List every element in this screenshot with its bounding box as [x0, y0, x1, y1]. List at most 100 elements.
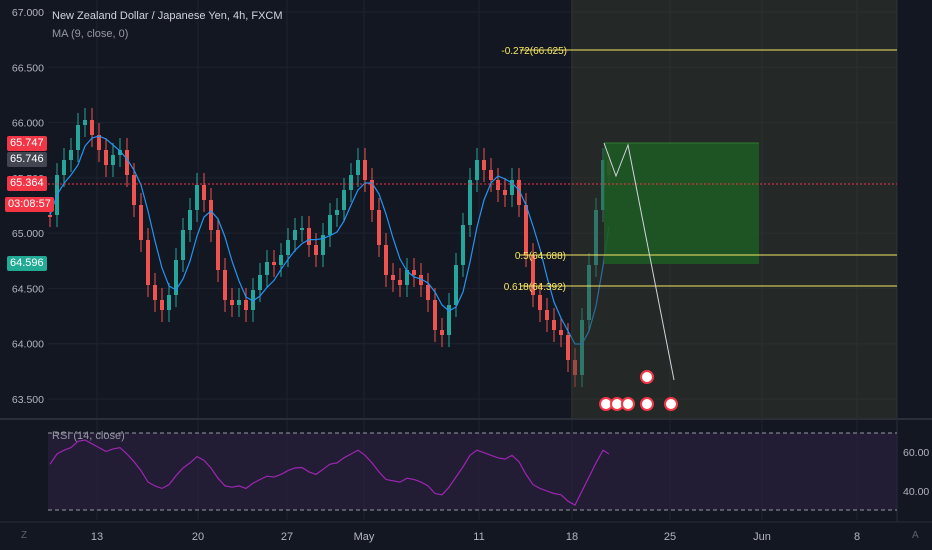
candle-body: [321, 235, 325, 255]
candle-body: [545, 310, 549, 320]
candle-body: [188, 210, 192, 230]
candle-body: [83, 120, 87, 125]
candle-body: [412, 270, 416, 275]
fib-label: 0.618(64.392): [504, 282, 566, 293]
x-tick-label: May: [354, 531, 375, 543]
candle-body: [132, 175, 136, 205]
candle-body: [398, 280, 402, 285]
y-tick-label: 67.000: [12, 7, 44, 19]
candle-body: [552, 320, 556, 330]
candle-body: [111, 155, 115, 165]
candle-body: [356, 160, 360, 175]
candles: [48, 108, 611, 387]
fib-label: 0.5(64.688): [515, 251, 566, 262]
candle-body: [195, 185, 199, 210]
rsi-y-tick: 60.00: [903, 447, 929, 459]
candle-body: [314, 245, 318, 255]
price-tag-low: 64.596: [7, 256, 47, 271]
x-tick-label: 11: [473, 531, 484, 543]
candle-body: [118, 150, 122, 155]
candle-body: [454, 265, 458, 305]
candle-body: [601, 160, 605, 210]
y-tick-label: 66.500: [12, 62, 44, 74]
rsi-path: [49, 439, 610, 506]
ma-path: [49, 135, 610, 345]
candle-body: [370, 180, 374, 210]
candle-body: [503, 190, 507, 195]
candle-body: [559, 330, 563, 335]
rsi-band-fill: [48, 433, 897, 510]
candle-body: [580, 320, 584, 375]
candle-body: [279, 255, 283, 265]
y-tick-label: 64.500: [12, 283, 44, 295]
candle-body: [566, 335, 570, 360]
candle-body: [104, 150, 108, 165]
rsi-pane: [48, 432, 897, 511]
candle-body: [342, 190, 346, 210]
candle-body: [230, 300, 234, 305]
candle-body: [223, 270, 227, 300]
candle-body: [202, 185, 206, 200]
candle-body: [405, 270, 409, 285]
x-tick-label: 20: [192, 531, 204, 543]
candle-body: [209, 200, 213, 230]
candle-body: [531, 255, 535, 295]
event-marker: [640, 370, 654, 384]
candle-body: [482, 160, 486, 170]
candle-body: [237, 300, 241, 305]
candle-body: [300, 228, 304, 230]
x-tick-label: Jun: [753, 531, 771, 543]
candle-body: [426, 285, 430, 300]
corner-right[interactable]: A: [912, 530, 919, 541]
x-tick-label: 18: [566, 531, 578, 543]
event-marker: [640, 397, 654, 411]
candle-body: [251, 290, 255, 310]
y-tick-label: 63.500: [12, 394, 44, 406]
candle-body: [244, 300, 248, 310]
candle-body: [496, 180, 500, 190]
x-tick-label: 25: [664, 531, 676, 543]
candle-body: [48, 215, 52, 217]
candle-body: [153, 285, 157, 300]
x-tick-label: 8: [854, 531, 860, 543]
candle-body: [468, 180, 472, 225]
candle-body: [433, 300, 437, 330]
y-tick-label: 64.000: [12, 339, 44, 351]
candle-body: [587, 265, 591, 320]
candle-body: [489, 170, 493, 180]
candle-body: [216, 230, 220, 270]
candle-body: [174, 260, 178, 295]
candle-body: [419, 275, 423, 285]
x-tick-label: 13: [91, 531, 103, 543]
ma-line: [49, 135, 610, 345]
event-marker: [664, 397, 678, 411]
candle-body: [125, 150, 129, 175]
candle-body: [90, 120, 94, 135]
candle-body: [335, 210, 339, 215]
candle-body: [447, 305, 451, 335]
candle-body: [167, 295, 171, 310]
candle-body: [307, 228, 311, 245]
rsi-label: RSI (14, close): [52, 430, 125, 442]
projection-path: [603, 142, 675, 381]
candle-body: [265, 262, 269, 275]
position-box: [604, 143, 759, 264]
candle-body: [517, 180, 521, 205]
axes: 67.00066.50066.00065.50065.00064.50064.0…: [12, 7, 930, 543]
candle-body: [139, 205, 143, 240]
fib-label: -0.272(66.625): [501, 46, 567, 57]
candle-body: [349, 175, 353, 190]
drawings: -0.272(66.625) 0.5(64.688) 0.618(64.392): [48, 0, 897, 418]
candle-body: [461, 225, 465, 265]
corner-left[interactable]: Z: [21, 530, 28, 541]
candle-body: [272, 262, 276, 265]
candle-body: [538, 295, 542, 310]
candle-body: [475, 160, 479, 180]
countdown-tag: 03:08:57: [5, 197, 54, 212]
candle-body: [328, 215, 332, 235]
candle-body: [510, 180, 514, 195]
price-tag-last: 65.364: [7, 176, 47, 191]
candle-body: [293, 230, 297, 240]
